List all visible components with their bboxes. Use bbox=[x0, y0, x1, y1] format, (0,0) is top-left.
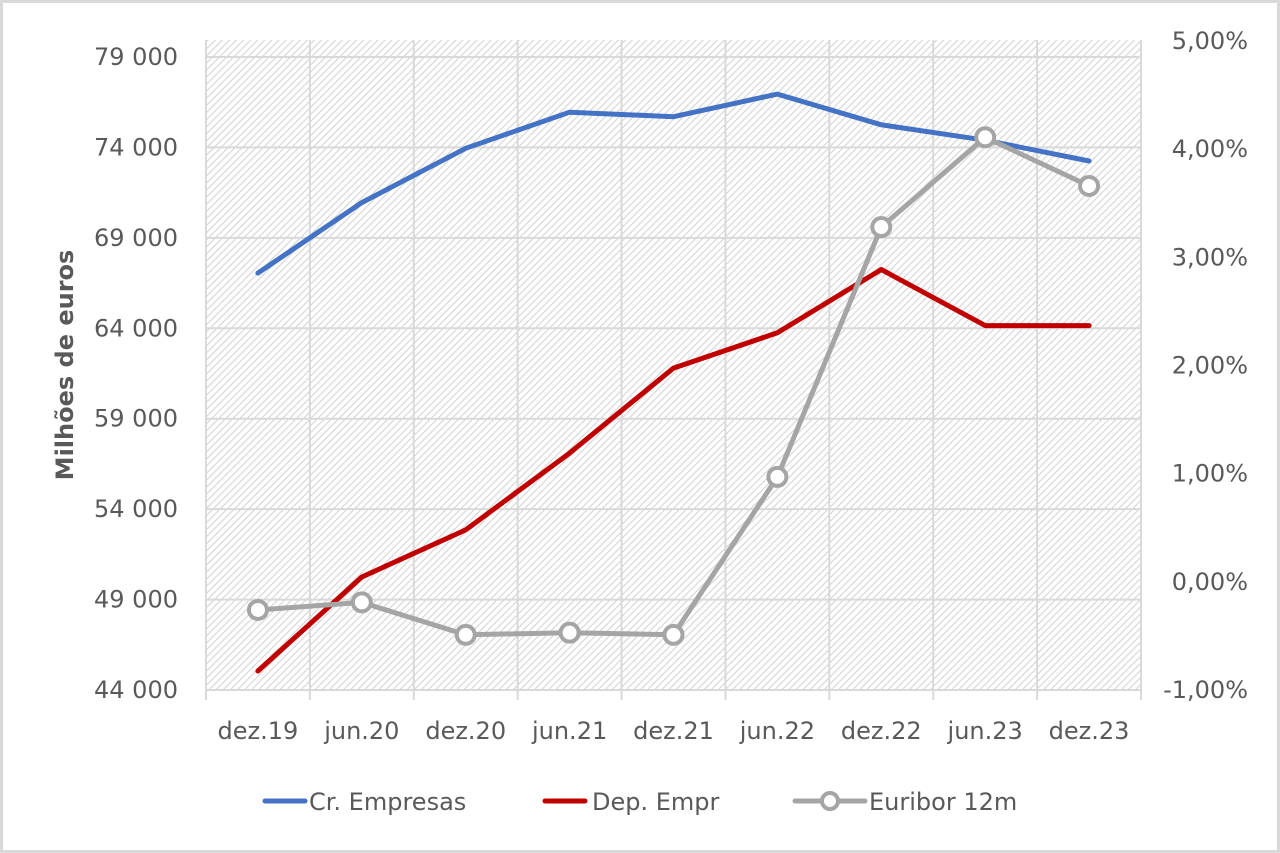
series-dep-empr-line bbox=[255, 267, 1092, 674]
legend-item[interactable]: Cr. Empresas bbox=[262, 788, 466, 816]
series-lines bbox=[246, 91, 1101, 674]
data-point-marker bbox=[454, 623, 477, 646]
data-point-marker bbox=[974, 126, 997, 149]
left-axis-tick-label: 49 000 bbox=[94, 586, 178, 614]
right-axis-tick-label: 1,00% bbox=[1172, 460, 1248, 488]
legend-label: Cr. Empresas bbox=[309, 788, 466, 816]
legend: Cr. Empresas Dep. Empr Euribor 12m bbox=[262, 788, 1017, 816]
right-axis-tick-label: 4,00% bbox=[1172, 135, 1248, 163]
legend-label: Euribor 12m bbox=[869, 788, 1017, 816]
x-axis-tick-label: dez.19 bbox=[218, 717, 299, 745]
legend-item[interactable]: Dep. Empr bbox=[542, 788, 720, 816]
data-point-marker bbox=[558, 621, 581, 644]
data-point-marker bbox=[662, 623, 685, 646]
legend-item[interactable]: Euribor 12m bbox=[792, 788, 1017, 816]
legend-label: Dep. Empr bbox=[592, 788, 720, 816]
right-axis-ticks: 5,00% 4,00% 3,00% 2,00% 1,00% 0,00% -1,00% bbox=[1163, 27, 1248, 704]
legend-marker-icon bbox=[820, 791, 840, 811]
left-axis-tick-label: 64 000 bbox=[94, 314, 178, 342]
x-axis-tick-label: jun.22 bbox=[739, 717, 815, 745]
left-axis-ticks: 79 000 74 000 69 000 64 000 59 000 54 000 49 0… bbox=[94, 43, 178, 704]
x-axis-tick-label: dez.22 bbox=[841, 717, 922, 745]
x-axis-tick-label: jun.21 bbox=[531, 717, 607, 745]
data-point-marker bbox=[870, 216, 893, 239]
data-point-marker bbox=[350, 591, 373, 614]
right-axis-tick-label: 2,00% bbox=[1172, 352, 1248, 380]
x-axis-tick-label: jun.23 bbox=[947, 717, 1023, 745]
x-axis-ticks: dez.19 jun.20 dez.20 jun.21 dez.21 jun.22 dez.… bbox=[218, 717, 1130, 745]
left-axis-tick-label: 69 000 bbox=[94, 224, 178, 252]
data-point-marker bbox=[1078, 174, 1101, 197]
left-axis-tick-label: 54 000 bbox=[94, 495, 178, 523]
right-axis-tick-label: -1,00% bbox=[1163, 676, 1248, 704]
x-axis-tick-label: jun.20 bbox=[323, 717, 399, 745]
left-axis-tick-label: 59 000 bbox=[94, 405, 178, 433]
left-axis-tick-label: 44 000 bbox=[94, 676, 178, 704]
right-axis-tick-label: 5,00% bbox=[1172, 27, 1248, 55]
right-axis-tick-label: 0,00% bbox=[1172, 568, 1248, 596]
right-axis-tick-label: 3,00% bbox=[1172, 243, 1248, 271]
data-point-marker bbox=[766, 465, 789, 488]
data-point-marker bbox=[246, 598, 269, 621]
left-axis-tick-label: 79 000 bbox=[94, 43, 178, 71]
x-axis-tick-label: dez.23 bbox=[1049, 717, 1130, 745]
y-axis-title: Milhões de euros bbox=[51, 250, 79, 481]
left-axis-tick-label: 74 000 bbox=[94, 133, 178, 161]
x-axis-tick-label: dez.21 bbox=[633, 717, 714, 745]
series-cr-empresas-line bbox=[255, 91, 1092, 276]
x-axis-tick-label: dez.20 bbox=[425, 717, 506, 745]
